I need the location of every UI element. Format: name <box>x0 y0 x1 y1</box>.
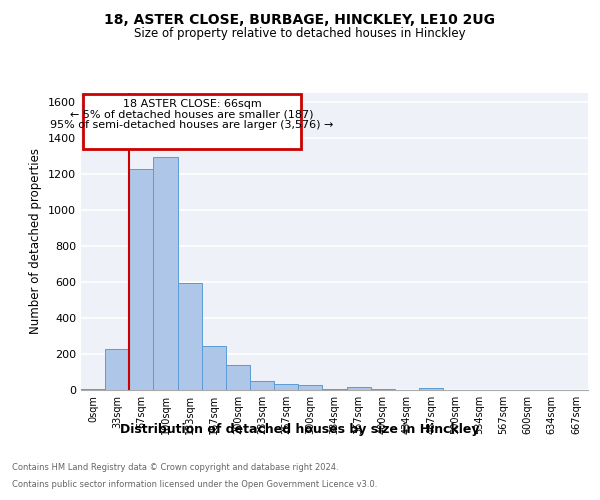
Bar <box>274 384 298 390</box>
Text: ← 5% of detached houses are smaller (187): ← 5% of detached houses are smaller (187… <box>70 110 314 120</box>
Bar <box>250 381 274 390</box>
Bar <box>347 388 371 390</box>
Bar <box>322 389 347 390</box>
Bar <box>202 346 226 390</box>
Bar <box>226 365 250 390</box>
Text: Contains public sector information licensed under the Open Government Licence v3: Contains public sector information licen… <box>12 480 377 489</box>
Text: Contains HM Land Registry data © Crown copyright and database right 2024.: Contains HM Land Registry data © Crown c… <box>12 464 338 472</box>
Text: 18 ASTER CLOSE: 66sqm: 18 ASTER CLOSE: 66sqm <box>122 99 262 109</box>
Bar <box>105 350 129 390</box>
Bar <box>298 384 322 390</box>
FancyBboxPatch shape <box>83 94 301 150</box>
Bar <box>419 388 443 390</box>
Y-axis label: Number of detached properties: Number of detached properties <box>29 148 43 334</box>
Bar <box>371 389 395 390</box>
Bar <box>154 156 178 390</box>
Bar <box>81 389 105 390</box>
Text: 95% of semi-detached houses are larger (3,576) →: 95% of semi-detached houses are larger (… <box>50 120 334 130</box>
Text: 18, ASTER CLOSE, BURBAGE, HINCKLEY, LE10 2UG: 18, ASTER CLOSE, BURBAGE, HINCKLEY, LE10… <box>104 12 496 26</box>
Bar <box>178 282 202 390</box>
Bar <box>129 169 154 390</box>
Text: Distribution of detached houses by size in Hinckley: Distribution of detached houses by size … <box>120 422 480 436</box>
Text: Size of property relative to detached houses in Hinckley: Size of property relative to detached ho… <box>134 28 466 40</box>
